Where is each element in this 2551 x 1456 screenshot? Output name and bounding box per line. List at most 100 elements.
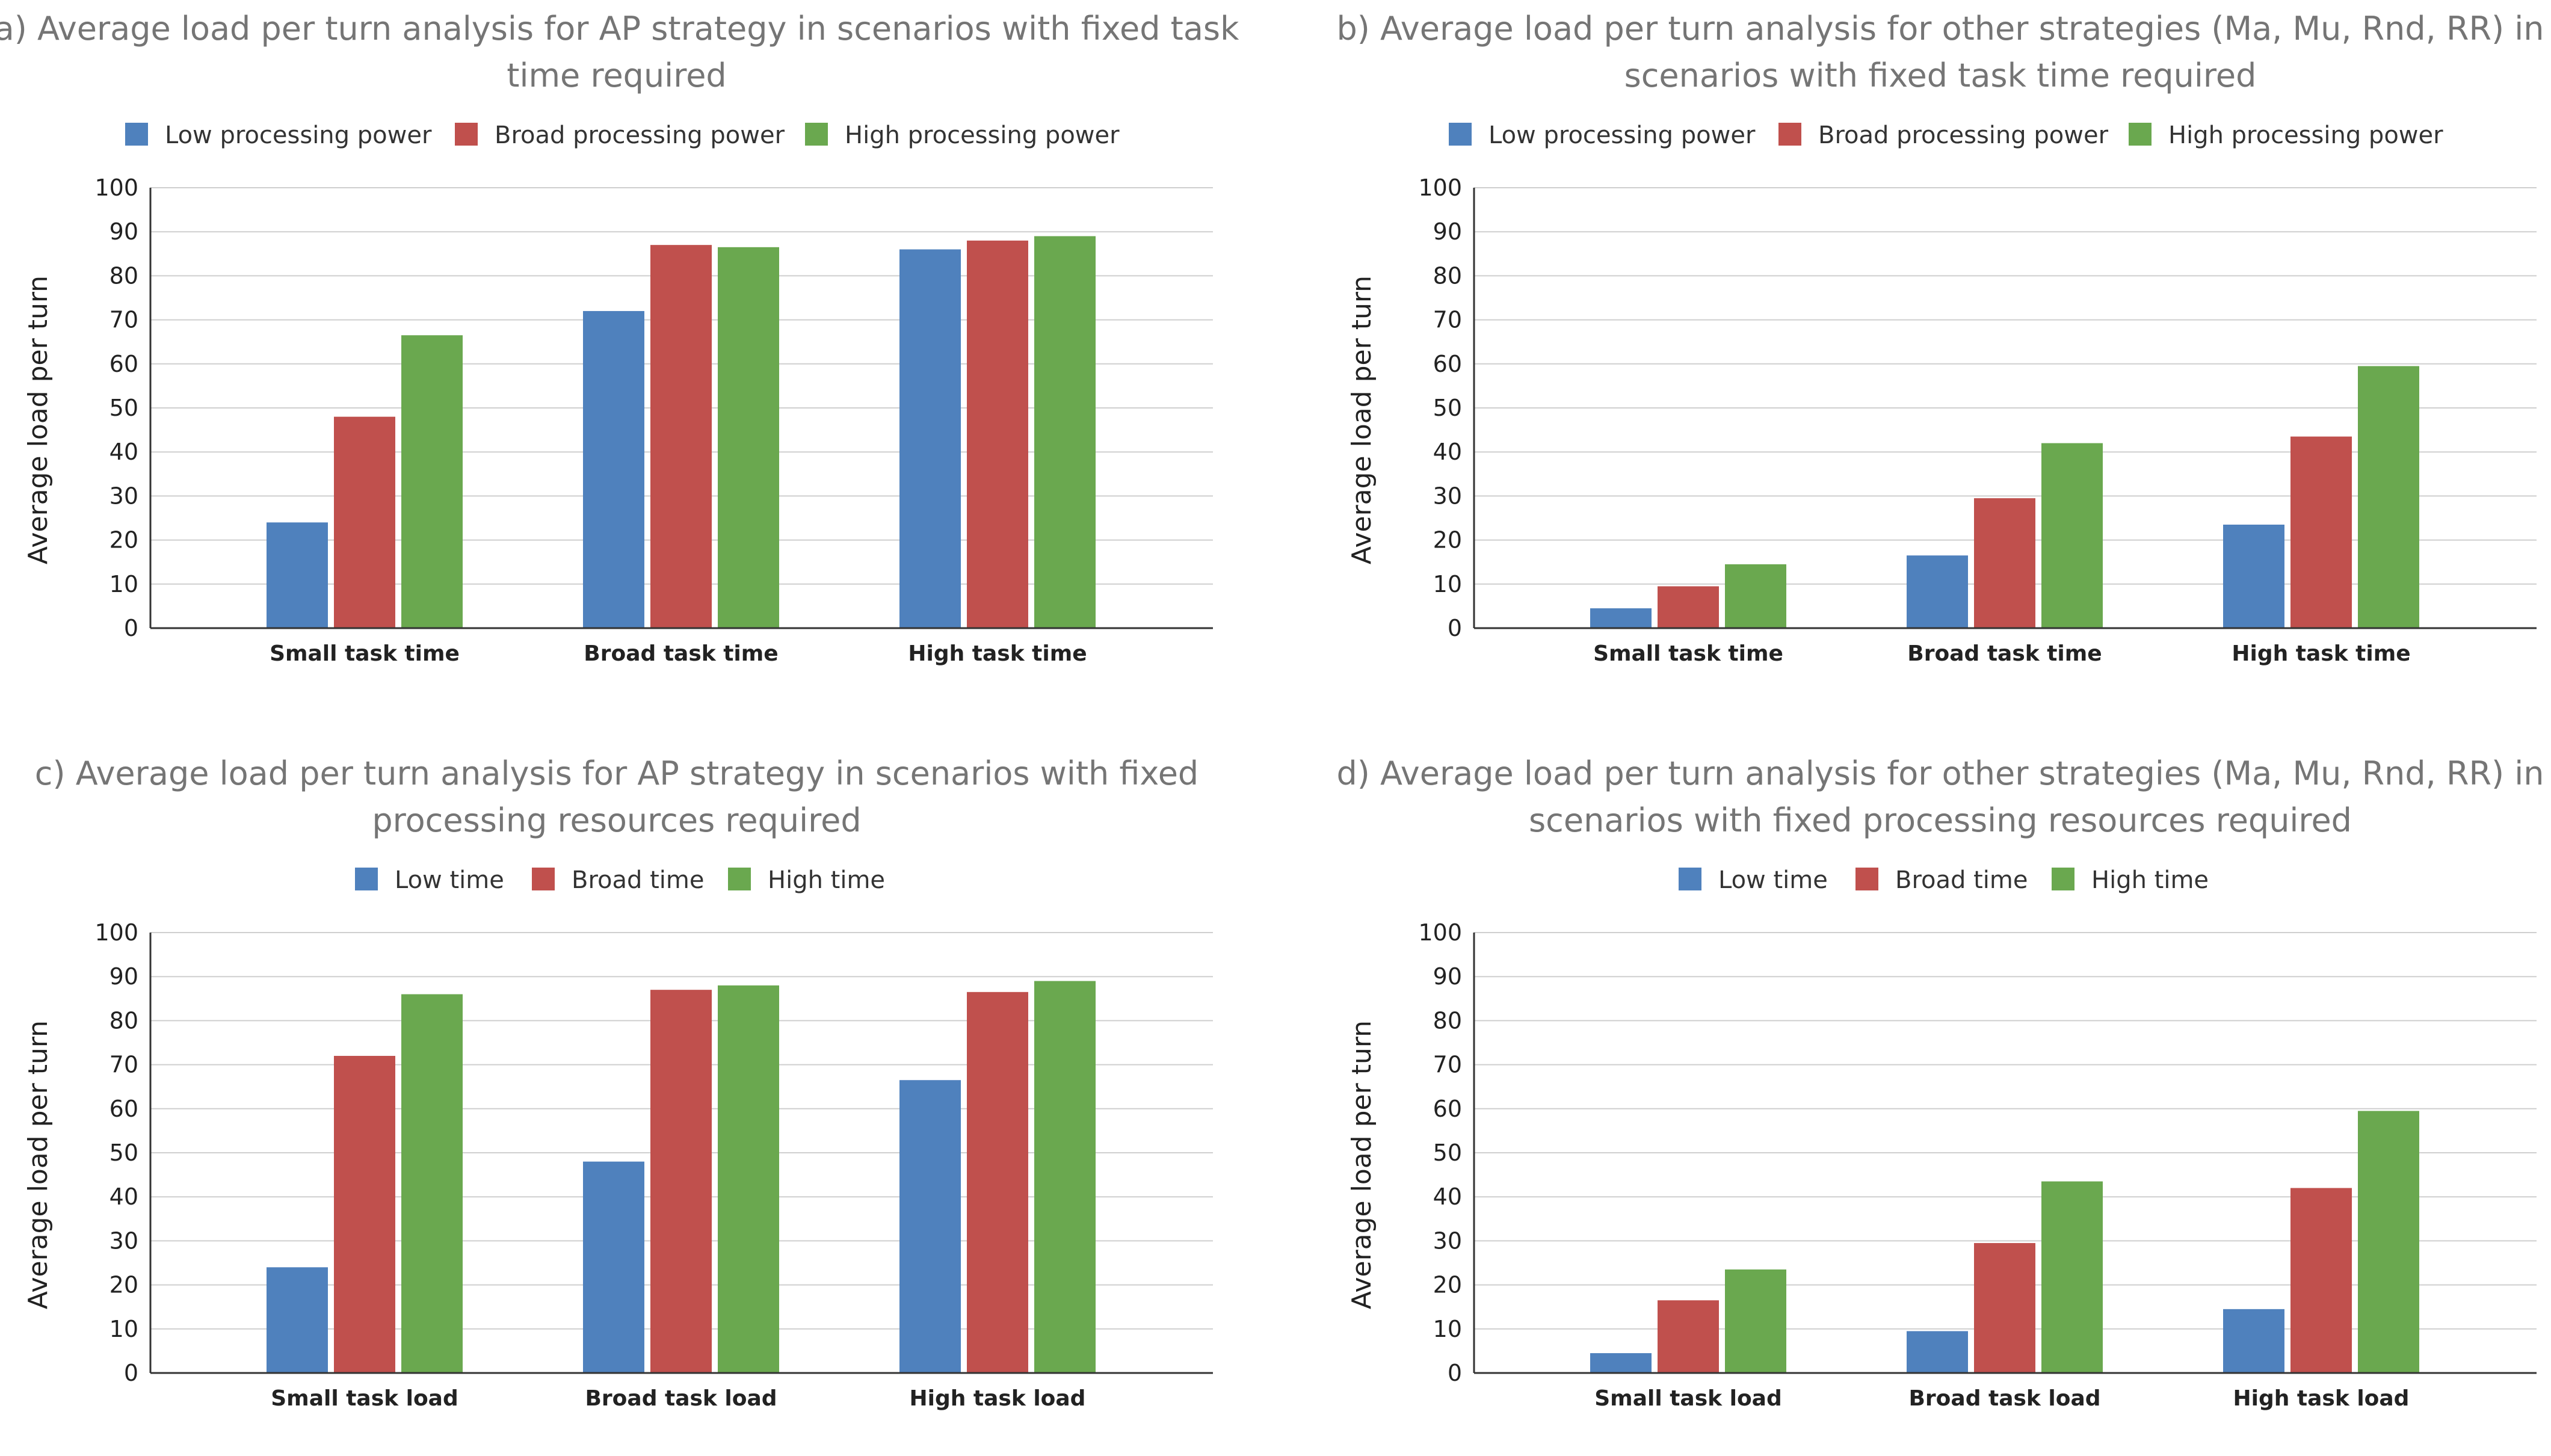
y-tick-label: 0 [1448, 615, 1462, 641]
y-tick-label: 60 [110, 351, 138, 377]
legend-label-broad-time: Broad time [1895, 866, 2028, 894]
bar-broad-time-broad-task-load [1974, 1243, 2035, 1373]
bar-low-time-broad-task-load [1907, 1331, 1968, 1373]
y-tick-label: 70 [1433, 307, 1462, 333]
y-axis-label: Average load per turn [23, 1020, 54, 1309]
y-tick-label: 30 [110, 1227, 138, 1254]
legend-swatch-high-time [2052, 868, 2074, 890]
y-tick-label: 40 [110, 439, 138, 465]
y-tick-label: 100 [1418, 174, 1462, 201]
x-tick-label-high-task-load: High task load [910, 1386, 1086, 1411]
y-tick-label: 70 [110, 1052, 138, 1078]
chart-d: d) Average load per turn analysis for ot… [1324, 745, 2551, 1456]
bars [1590, 366, 2419, 628]
chart-legend: Low time Broad time High time [355, 866, 885, 894]
chart-a: a) Average load per turn analysis for AP… [0, 0, 1276, 711]
bar-low-time-broad-task-load [583, 1161, 644, 1373]
y-tick-label: 100 [1418, 919, 1462, 946]
y-tick-label: 50 [1433, 395, 1462, 421]
y-tick-label: 100 [94, 919, 138, 946]
y-tick-label: 0 [124, 1360, 138, 1386]
x-tick-label-high-task-load: High task load [2233, 1386, 2410, 1411]
y-tick-label: 70 [110, 307, 138, 333]
x-tick-label-small-task-time: Small task time [1593, 641, 1783, 666]
legend-swatch-broad-processing-power [1778, 123, 1801, 146]
bar-broad-time-high-task-load [2290, 1188, 2352, 1373]
y-tick-label: 90 [1433, 963, 1462, 990]
bar-high-time-small-task-load [1725, 1269, 1786, 1373]
chart-grid: a) Average load per turn analysis for AP… [0, 0, 2544, 1411]
legend-swatch-high-processing-power [2129, 123, 2152, 146]
chart-title-line-2: time required [507, 57, 726, 94]
x-axis-ticks: Small task load Broad task load High task … [271, 1386, 1085, 1411]
bar-high-processing-power-high-task-time [2358, 366, 2419, 628]
chart-title-line-2: scenarios with fixed task time required [1624, 57, 2257, 94]
legend-label-low-processing-power: Low processing power [1488, 122, 1756, 149]
legend-label-high-processing-power: High processing power [845, 122, 1120, 149]
bar-broad-time-small-task-load [334, 1055, 395, 1373]
y-tick-label: 10 [1433, 571, 1462, 597]
bar-low-time-high-task-load [2223, 1309, 2284, 1373]
y-tick-label: 100 [94, 174, 138, 201]
bar-high-time-high-task-load [2358, 1111, 2419, 1373]
legend-label-broad-time: Broad time [572, 866, 704, 894]
bar-high-processing-power-small-task-time [1725, 564, 1786, 628]
y-tick-label: 30 [1433, 483, 1462, 509]
y-tick-label: 50 [110, 395, 138, 421]
y-axis-ticks: 0 10 20 30 40 50 60 70 80 90 100 [1418, 174, 1462, 641]
bar-broad-processing-power-high-task-time [967, 240, 1028, 629]
bar-low-processing-power-small-task-time [267, 522, 328, 628]
chart-title-line-1: b) Average load per turn analysis for ot… [1336, 10, 2544, 48]
legend-swatch-high-processing-power [805, 123, 828, 146]
chart-legend: Low processing power Broad processing po… [125, 122, 1120, 149]
bar-broad-processing-power-broad-task-time [650, 245, 712, 628]
y-tick-label: 60 [1433, 1096, 1462, 1122]
legend-swatch-broad-time [532, 868, 555, 890]
x-tick-label-high-task-time: High task time [2232, 641, 2410, 666]
bar-low-time-high-task-load [899, 1080, 961, 1373]
legend-swatch-low-time [355, 868, 378, 890]
y-tick-label: 70 [1433, 1052, 1462, 1078]
bar-low-processing-power-high-task-time [2223, 524, 2284, 628]
y-axis-ticks: 0 10 20 30 40 50 60 70 80 90 100 [94, 919, 138, 1386]
y-tick-label: 0 [124, 615, 138, 641]
legend-swatch-low-processing-power [1449, 123, 1472, 146]
chart-d-svg: d) Average load per turn analysis for ot… [1336, 754, 2544, 1411]
bar-low-time-small-task-load [267, 1267, 328, 1373]
y-axis-label: Average load per turn [1346, 1020, 1377, 1309]
y-axis-ticks: 0 10 20 30 40 50 60 70 80 90 100 [1418, 919, 1462, 1386]
y-tick-label: 80 [1433, 262, 1462, 289]
chart-b-svg: b) Average load per turn analysis for ot… [1336, 10, 2544, 666]
legend-swatch-low-time [1679, 868, 1701, 890]
chart-a-svg: a) Average load per turn analysis for AP… [0, 10, 1239, 666]
x-axis-ticks: Small task time Broad task time High task … [1593, 641, 2411, 666]
y-tick-label: 80 [110, 1007, 138, 1034]
bar-low-processing-power-broad-task-time [583, 310, 644, 628]
legend-label-broad-processing-power: Broad processing power [1818, 122, 2109, 149]
y-tick-label: 80 [1433, 1007, 1462, 1034]
legend-label-high-time: High time [768, 866, 885, 894]
bar-high-processing-power-small-task-time [401, 335, 463, 628]
y-tick-label: 90 [110, 963, 138, 990]
x-tick-label-broad-task-time: Broad task time [1907, 641, 2102, 666]
y-tick-label: 20 [110, 527, 138, 554]
x-tick-label-small-task-load: Small task load [1594, 1386, 1781, 1411]
y-tick-label: 60 [1433, 351, 1462, 377]
y-tick-label: 30 [110, 483, 138, 509]
y-tick-label: 90 [1433, 218, 1462, 245]
legend-label-low-processing-power: Low processing power [165, 122, 432, 149]
bar-high-time-small-task-load [401, 994, 463, 1373]
chart-legend: Low processing power Broad processing po… [1449, 122, 2443, 149]
bars [267, 236, 1096, 629]
x-axis-ticks: Small task load Broad task load High task … [1594, 1386, 2409, 1411]
x-axis-ticks: Small task time Broad task time High task … [270, 641, 1087, 666]
chart-title-line-1: a) Average load per turn analysis for AP… [0, 10, 1239, 48]
bar-broad-time-high-task-load [967, 992, 1028, 1373]
bar-broad-processing-power-small-task-time [334, 416, 395, 628]
chart-title-line-1: d) Average load per turn analysis for ot… [1336, 754, 2544, 792]
legend-label-high-processing-power: High processing power [2168, 122, 2443, 149]
y-axis-label: Average load per turn [1346, 276, 1377, 564]
x-tick-label-small-task-time: Small task time [270, 641, 460, 666]
y-tick-label: 50 [110, 1140, 138, 1166]
y-tick-label: 40 [110, 1183, 138, 1210]
